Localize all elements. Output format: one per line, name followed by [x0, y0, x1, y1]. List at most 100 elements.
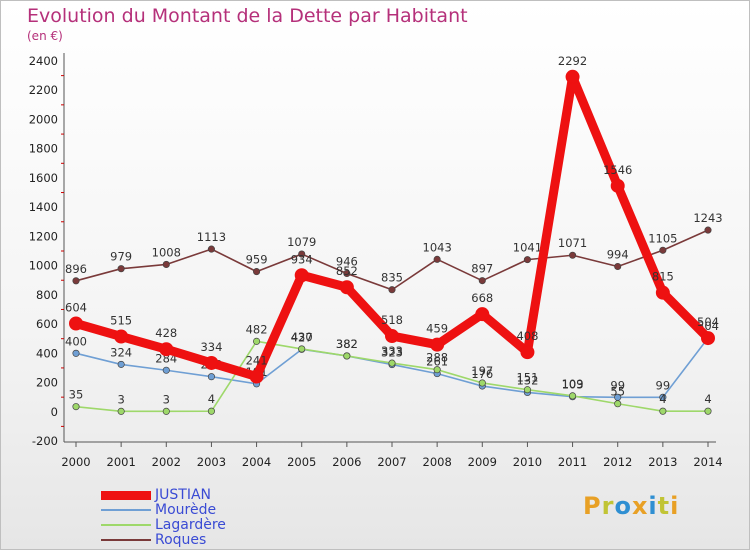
x-tick-label: 2012: [603, 455, 632, 469]
legend-label-mourde: Mourède: [155, 502, 217, 518]
data-label-roques: 1043: [423, 240, 452, 254]
data-point-justian: [385, 329, 399, 344]
y-tick-label: 400: [36, 346, 58, 360]
data-point-justian: [249, 369, 264, 384]
x-tick-label: 2006: [332, 455, 361, 469]
x-tick-label: 2000: [61, 455, 90, 469]
data-label-mourde: 382: [336, 337, 358, 351]
data-point-roques: [117, 265, 125, 273]
data-label-roques: 946: [336, 255, 358, 269]
data-label-mourde: 176: [471, 367, 493, 381]
logo-letter: i: [670, 492, 680, 520]
data-label-roques: 1113: [197, 230, 226, 244]
data-point-lagardre: [207, 407, 215, 415]
legend-label-justian: JUSTIAN: [155, 487, 211, 503]
data-point-lagardre: [343, 352, 351, 360]
legend-swatch-lagardre: [101, 524, 151, 526]
y-tick-label: 1000: [29, 259, 58, 273]
data-label-roques: 994: [607, 247, 629, 261]
data-label-lagardre: 55: [610, 385, 625, 399]
legend-swatch-justian: [101, 490, 151, 500]
data-label-justian: 1546: [603, 163, 632, 177]
data-label-justian: 934: [291, 252, 313, 266]
data-label-justian: 515: [110, 314, 132, 328]
data-label-justian: 459: [426, 322, 448, 336]
data-point-roques: [298, 250, 306, 258]
data-point-justian: [565, 69, 580, 84]
data-point-mourde: [207, 373, 215, 381]
data-label-roques: 897: [471, 262, 493, 276]
data-label-roques: 835: [381, 271, 403, 285]
data-point-justian: [520, 345, 535, 360]
data-point-justian: [294, 268, 309, 283]
x-tick-label: 2011: [558, 455, 587, 469]
data-label-lagardre: 3: [163, 392, 170, 406]
x-tick-label: 2004: [242, 455, 271, 469]
data-label-justian: 241: [246, 354, 268, 368]
data-label-mourde: 261: [426, 355, 448, 369]
data-point-justian: [339, 280, 354, 295]
y-tick-label: -200: [32, 434, 58, 448]
data-label-lagardre: 35: [69, 388, 84, 402]
data-label-justian: 408: [516, 329, 538, 343]
data-label-lagardre: 4: [704, 392, 711, 406]
data-label-roques: 1041: [513, 241, 542, 255]
data-point-mourde: [72, 349, 80, 357]
data-label-roques: 1105: [648, 231, 677, 245]
x-tick-label: 2005: [287, 455, 316, 469]
data-point-lagardre: [298, 345, 306, 353]
y-tick-label: 1400: [29, 200, 58, 214]
data-label-roques: 979: [110, 250, 132, 264]
data-label-roques: 1071: [558, 236, 587, 250]
data-label-lagardre: 430: [291, 330, 313, 344]
proxiti-logo: Proxiti: [583, 492, 679, 520]
x-tick-label: 2014: [693, 455, 722, 469]
x-tick-label: 2003: [197, 455, 226, 469]
data-point-lagardre: [388, 359, 396, 367]
x-tick-label: 2010: [513, 455, 542, 469]
data-label-mourde: 323: [381, 346, 403, 360]
data-label-mourde: 132: [516, 373, 538, 387]
logo-letter: t: [657, 492, 671, 520]
data-label-justian: 504: [697, 315, 719, 329]
x-tick-label: 2009: [468, 455, 497, 469]
y-tick-label: 2400: [29, 54, 58, 68]
data-point-lagardre: [704, 407, 712, 415]
y-tick-label: 1200: [29, 229, 58, 243]
data-point-roques: [478, 277, 486, 285]
logo-letter: x: [631, 492, 649, 520]
data-point-mourde: [659, 393, 667, 401]
data-point-roques: [523, 256, 531, 264]
data-label-justian: 604: [65, 300, 87, 314]
logo-letter: o: [614, 492, 632, 520]
data-label-justian: 334: [200, 340, 222, 354]
data-point-justian: [69, 316, 83, 331]
data-label-roques: 959: [246, 253, 268, 267]
x-tick-label: 2001: [107, 455, 136, 469]
data-point-roques: [659, 246, 667, 254]
data-label-mourde: 427: [291, 330, 313, 344]
y-tick-label: 1800: [29, 142, 58, 156]
data-point-lagardre: [659, 407, 667, 415]
y-tick-label: 2000: [29, 112, 58, 126]
data-label-justian: 428: [155, 326, 177, 340]
x-tick-label: 2013: [648, 455, 677, 469]
data-label-mourde: 103: [562, 378, 584, 392]
logo-letter: P: [583, 492, 602, 520]
legend-swatch-roques: [101, 539, 151, 541]
x-tick-label: 2007: [377, 455, 406, 469]
data-point-lagardre: [614, 400, 622, 408]
chart-title: Evolution du Montant de la Dette par Hab…: [27, 5, 468, 27]
data-point-roques: [569, 251, 577, 259]
data-point-lagardre: [569, 392, 577, 400]
legend-label-roques: Roques: [155, 532, 207, 548]
data-point-roques: [343, 269, 351, 278]
data-label-lagardre: 3: [117, 392, 124, 406]
data-point-justian: [655, 285, 670, 300]
data-point-justian: [159, 342, 174, 357]
data-label-lagardre: 288: [426, 351, 448, 365]
data-point-justian: [204, 355, 219, 370]
data-label-justian: 815: [652, 270, 674, 284]
